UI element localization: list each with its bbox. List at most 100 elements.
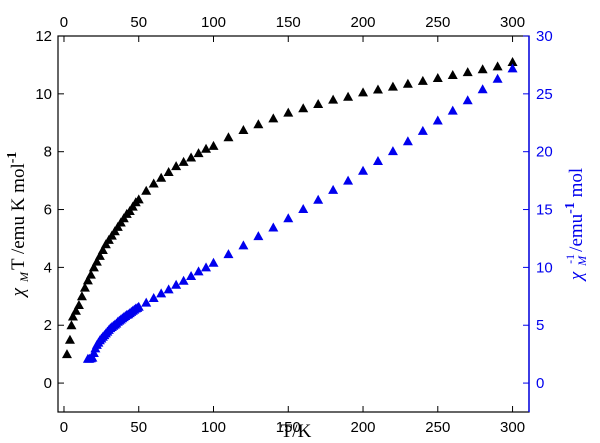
y-right-tick-label: 20 [536,144,553,161]
y-right-tick-label: 30 [536,28,553,45]
data-point [387,146,398,156]
y-left-tick-label: 12 [35,28,52,45]
y-right-tick-label: 25 [536,86,553,103]
y-right-tick-label: 15 [536,202,553,219]
data-point [253,119,264,129]
data-point [238,125,249,134]
y-right-tick-label: 5 [536,317,544,334]
data-point [186,271,197,281]
x-axis-title: T/K [281,421,312,442]
data-point [87,352,98,362]
data-point [462,95,473,105]
y-axis-right-title: χM-1/emu-1 mol [563,168,589,282]
x-tick-label: 300 [500,419,525,436]
data-point [163,166,174,176]
x-tick-label: 100 [201,419,226,436]
y-left-tick-label: 2 [44,317,52,334]
data-point [208,140,219,150]
data-point [88,262,99,272]
data-point [492,61,503,71]
y-left-tick-label: 10 [35,86,52,103]
y-right-tick-label: 10 [536,259,553,276]
plot-frame [57,35,530,413]
data-point [387,81,398,91]
y-left-tick-label: 4 [44,259,52,276]
data-point [253,231,264,241]
x-top-tick-label: 0 [60,14,68,31]
data-point [477,64,488,74]
data-point [97,245,108,255]
data-point [82,275,93,285]
data-point [148,293,159,303]
x-top-tick-label: 300 [500,14,525,31]
data-point [70,305,81,315]
y-right-tick-label: 0 [536,375,544,392]
data-point [402,78,413,88]
data-point [343,91,354,101]
data-point [67,311,78,321]
data-point [358,165,369,175]
data-point [313,194,324,204]
svg-text:χMT /emu K mol-1: χMT /emu K mol-1 [5,152,31,299]
data-point [85,269,96,279]
data-point [171,279,182,289]
data-point [156,288,167,298]
svg-text:χM-1/emu-1 mol: χM-1/emu-1 mol [563,168,589,282]
data-point [178,275,189,285]
data-point [417,125,428,135]
data-point [447,70,458,80]
data-point [94,250,105,260]
data-point [193,266,204,276]
data-point [417,75,428,85]
data-point [66,320,77,330]
data-point [328,94,339,104]
x-tick-label: 150 [276,419,301,436]
data-point [477,84,488,94]
data-point [402,136,413,146]
data-point [193,148,204,158]
y-left-tick-label: 8 [44,144,52,161]
x-tick-label: 0 [60,419,68,436]
data-point [141,297,152,307]
data-point [372,155,383,165]
data-point [238,240,249,250]
data-point [313,98,324,108]
data-point [268,113,279,123]
data-point [223,249,234,259]
y-left-tick-label: 6 [44,202,52,219]
data-point [223,132,234,142]
x-top-tick-label: 200 [351,14,376,31]
data-point [372,84,383,94]
x-top-tick-label: 250 [425,14,450,31]
data-point [328,184,339,194]
data-point [447,105,458,115]
x-top-tick-label: 50 [130,14,147,31]
data-point [79,282,90,292]
data-point [88,347,99,357]
data-point [298,103,309,113]
x-tick-label: 200 [351,419,376,436]
data-point [358,87,369,97]
data-point [201,262,212,272]
data-point [163,284,174,294]
x-top-tick-label: 100 [201,14,226,31]
data-point [298,203,309,213]
data-point [64,334,75,344]
data-point [283,213,294,223]
data-point [61,349,72,359]
data-point [73,299,84,309]
data-point [283,107,294,117]
data-point [201,143,212,153]
x-tick-label: 250 [425,419,450,436]
data-point [343,175,354,185]
data-point [507,63,518,73]
data-point [432,115,443,125]
data-point [91,256,102,266]
data-point [268,222,279,232]
data-point [148,178,159,188]
data-point [462,67,473,77]
data-point [186,152,197,162]
x-top-tick-label: 150 [276,14,301,31]
